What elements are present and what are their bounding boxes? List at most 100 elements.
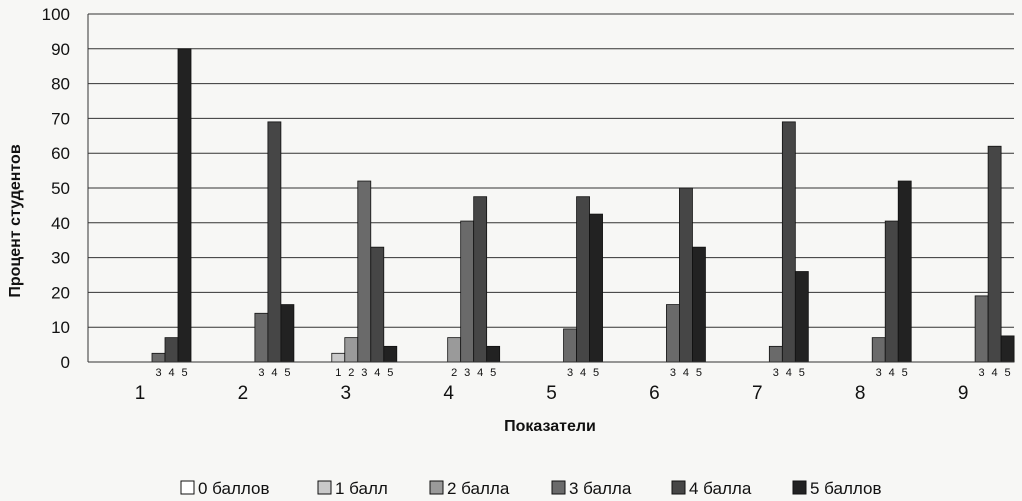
x-tick-label: 3 [340,383,351,404]
bar-series-label: 5 [799,367,805,379]
bar-series [151,48,1015,363]
bar-series-label: 5 [593,367,599,379]
bar-series-label: 3 [773,367,779,379]
legend-swatch [317,480,332,495]
bar-series-label: 3 [155,367,161,379]
bar-series-label: 4 [786,367,792,379]
bar-5-category-8 [897,180,912,363]
bar-series-label: 4 [168,367,174,379]
bar-4-category-4 [473,196,488,363]
bar-4-category-7 [781,121,796,363]
bar-series-label: 5 [181,367,187,379]
bar-series-label: 3 [670,367,676,379]
bar-series-label: 4 [992,367,998,379]
bar-series-label: 3 [567,367,573,379]
x-tick-label: 7 [752,383,763,404]
x-tick-label: 2 [238,383,249,404]
bar-1-category-3 [331,352,346,363]
y-tick-label: 10 [51,318,70,337]
legend-label: 0 баллов [198,479,270,498]
bar-series-label: 4 [580,367,586,379]
legend-label: 1 балл [335,479,388,498]
x-axis-ticks: 1 2 3 4 5 6 7 8 9 [135,383,969,404]
bar-series-label: 5 [387,367,393,379]
bar-series-label: 3 [361,367,367,379]
y-tick-label: 70 [51,109,70,128]
legend-label: 4 балла [689,479,752,498]
x-tick-label: 9 [958,383,969,404]
legend-swatch [180,480,195,495]
bar-series-label: 4 [271,367,277,379]
bar-5-category-2 [280,304,295,363]
bar-series-label: 1 [335,367,341,379]
y-tick-label: 80 [51,75,70,94]
bar-3-category-2 [254,312,269,363]
x-tick-label: 5 [546,383,557,404]
bar-3-category-1 [151,352,166,363]
bar-3-category-3 [357,180,372,363]
bar-series-label: 4 [889,367,895,379]
bar-4-category-8 [884,220,899,363]
legend-label: 3 балла [569,479,632,498]
x-axis-title: Показатели [504,418,596,435]
legend-swatch [792,480,807,495]
bar-3-category-4 [460,220,475,363]
bar-5-category-5 [589,213,603,363]
bar-series-label: 3 [464,367,470,379]
bar-5-category-7 [794,271,809,363]
y-tick-label: 30 [51,249,70,268]
bar-4-category-6 [679,187,693,363]
bar-4-category-5 [576,196,590,363]
bar-series-label: 2 [451,367,457,379]
bar-series-label: 3 [258,367,264,379]
bar-2-category-4 [447,337,462,363]
bar-series-label: 3 [876,367,882,379]
gridlines [88,13,1014,328]
x-tick-label: 4 [443,383,454,404]
y-tick-label: 50 [51,179,70,198]
bar-series-label: 5 [696,367,702,379]
bar-series-label: 4 [374,367,380,379]
bar-series-label: 5 [284,367,290,379]
bar-3-category-6 [666,304,680,363]
bar-series-label: 2 [348,367,354,379]
legend-swatch [671,480,686,495]
x-tick-label: 8 [855,383,866,404]
legend-swatch [429,480,444,495]
bar-5-category-9 [1000,335,1015,363]
y-axis-title: Процент студентов [7,144,24,297]
bar-5-category-4 [486,345,501,363]
bar-4-category-3 [370,246,385,363]
x-tick-label: 6 [649,383,660,404]
bar-series-label: 5 [902,367,908,379]
y-tick-label: 40 [51,214,70,233]
bar-series-label: 5 [1005,367,1011,379]
bar-2-category-3 [344,337,359,363]
bar-5-category-3 [383,345,398,363]
x-tick-label: 1 [135,383,146,404]
bar-4-category-2 [267,121,282,363]
bar-4-category-1 [164,337,179,363]
bar-series-label: 4 [683,367,689,379]
y-axis-ticks: 0 10 20 30 40 50 60 70 80 90 100 [42,5,70,372]
y-tick-label: 60 [51,144,70,163]
bar-5-category-1 [177,48,192,363]
bar-4-category-9 [987,145,1002,363]
bar-series-label: 4 [477,367,483,379]
y-tick-label: 20 [51,283,70,302]
y-tick-label: 0 [61,353,70,372]
bar-3-category-9 [974,295,989,363]
legend-swatch [551,480,566,495]
bar-5-category-6 [692,246,706,363]
legend-label: 5 баллов [810,479,882,498]
y-tick-label: 100 [42,5,70,24]
bar-series-label: 3 [979,367,985,379]
bar-3-category-8 [871,337,886,363]
bar-series-label: 5 [490,367,496,379]
bar-3-category-7 [768,345,783,363]
y-tick-label: 90 [51,40,70,59]
legend-label: 2 балла [447,479,510,498]
legend: 0 баллов 1 балл 2 балла 3 балла 4 балла 5 бал… [180,479,882,498]
